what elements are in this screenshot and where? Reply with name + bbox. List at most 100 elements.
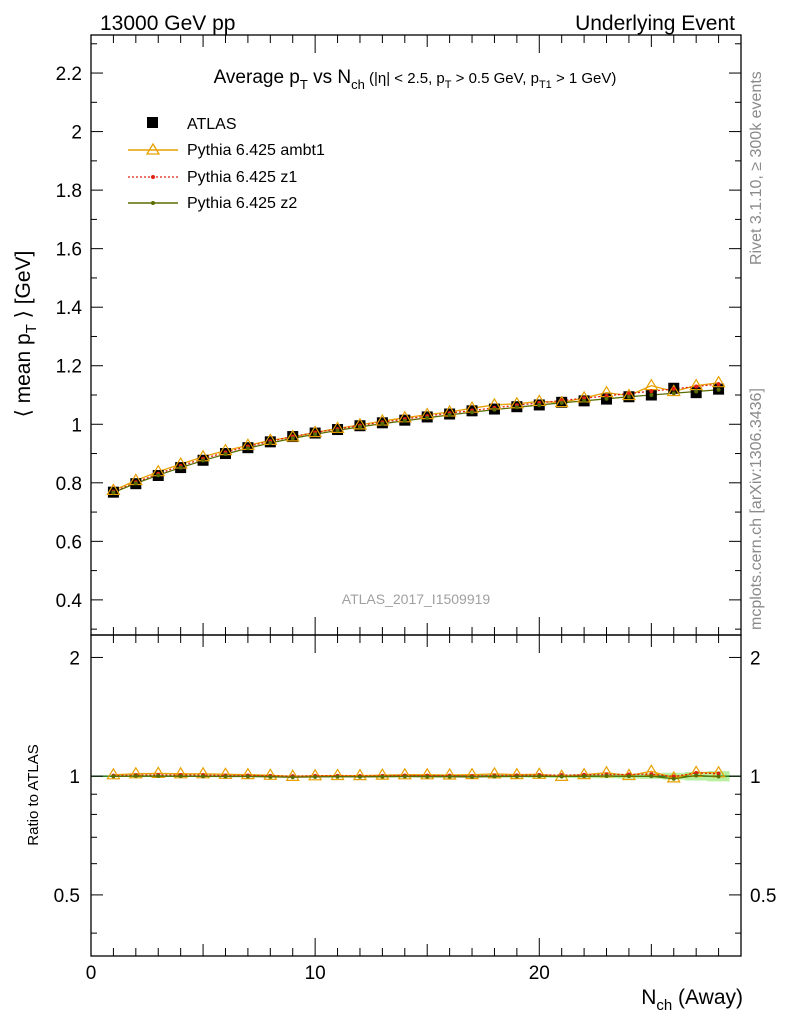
main-point-z1 [716,382,721,387]
ratio-point-z2 [201,774,206,779]
main-point-z2 [223,452,228,457]
main-point-z2 [268,441,273,445]
ratio-point-z2 [402,774,407,779]
ratio-point-ambt1 [375,767,390,780]
x-axis-label: Nch (Away) [641,986,743,1014]
main-point-z2 [492,407,497,412]
main-point-ambt1 [666,384,681,397]
legend-label-atlas: ATLAS [187,116,237,133]
main-y-tick-label: 1.4 [56,298,83,319]
ratio-point-ambt1 [442,767,457,780]
ratio-point-ambt1 [285,769,300,781]
ratio-point-ambt1 [308,768,323,781]
rivet-label: Rivet 3.1.10, ≥ 300k events [748,71,765,265]
ratio-point-z2 [716,774,721,779]
analysis-id: ATLAS_2017_I1509919 [342,591,491,607]
ratio-point-z2 [425,774,430,779]
main-point-z2 [402,418,407,423]
main-point-z2 [470,410,475,415]
main-y-tick-label: 1 [71,415,82,436]
main-line-ambt1 [113,382,719,492]
main-y-tick-label: 0.8 [56,474,82,495]
main-point-z2 [357,424,362,429]
main-point-z2 [649,393,654,397]
main-axes: 0.4 0.6 0.8 1 1.2 1.4 1.6 1.8 2 2.2 [56,35,742,635]
main-y-tick-label: 1.2 [56,357,82,378]
ratio-point-z2 [492,774,497,779]
main-point-z2 [290,436,295,441]
legend-marker-z2 [151,201,155,205]
main-line-z1 [113,383,719,493]
main-point-z2 [313,432,318,437]
header-right: Underlying Event [575,12,735,35]
main-point-z2 [537,402,542,407]
ratio-point-z2 [671,776,676,781]
main-point-z1 [649,389,654,394]
main-point-z2 [671,391,676,396]
mcplots-label: mcplots.cern.ch [arXiv:1306.3436] [748,388,765,630]
ratio-point-z2 [178,774,183,779]
main-point-z1 [694,384,699,389]
ratio-y-tick-label: 1 [69,767,80,788]
ratio-point-z2 [223,774,228,779]
main-y-tick-label: 0.6 [56,532,82,553]
ratio-point-z2 [470,775,475,780]
ratio-point-ambt1 [106,767,121,780]
main-point-z1 [604,393,609,398]
main-point-ambt1 [554,395,569,408]
main-point-z2 [245,446,250,451]
ratio-frame [90,634,742,957]
ratio-line-z1 [113,772,719,778]
ratio-y-tick-label-right: 2 [750,648,761,669]
ratio-point-ambt1 [330,768,345,781]
ratio-point-ambt1 [240,767,255,780]
ratio-panel: 0 10 20 0.5 0.5 1 1 2 2 Ratio to ATLAS Nch (Away… [25,634,776,1014]
legend-label-z1: Pythia 6.425 z1 [187,169,297,186]
ratio-point-z1 [716,771,721,776]
legend-item-z1: Pythia 6.425 z1 [128,169,297,186]
legend-item-z2: Pythia 6.425 z2 [128,195,297,212]
ratio-point-z2 [447,774,452,779]
main-point-z2 [514,405,519,410]
ratio-point-ambt1 [352,768,368,781]
x-tick-label: 20 [529,963,550,984]
ratio-y-tick-label-right: 0.5 [750,886,776,907]
legend-label-z2: Pythia 6.425 z2 [187,195,297,212]
ratio-point-z2 [156,774,161,779]
ratio-y-tick-label-right: 1 [750,767,761,788]
main-point-z2 [201,458,206,463]
main-data-layer [106,375,726,498]
main-point-z2 [694,389,699,394]
main-title: Average pT vs Nch (|η| < 2.5, pT > 0.5 G… [214,67,617,92]
x-tick-label: 10 [305,963,326,984]
main-point-z1 [626,391,631,396]
ratio-point-z2 [694,773,699,778]
main-point-z2 [111,490,116,495]
main-point-z2 [559,400,564,405]
main-point-z2 [716,387,721,392]
x-tick-label: 0 [86,963,97,984]
ratio-point-z2 [559,774,564,779]
ratio-point-ambt1 [509,767,524,780]
legend-label-ambt1: Pythia 6.425 ambt1 [187,142,325,159]
ratio-point-z2 [582,774,587,779]
main-y-tick-label: 0.4 [56,591,83,612]
legend-item-ambt1: Pythia 6.425 ambt1 [128,142,325,159]
main-point-z2 [178,465,183,470]
main-point-ambt1 [621,388,636,401]
ratio-point-z2 [290,775,295,780]
legend-item-atlas: ATLAS [147,116,237,133]
ratio-point-ambt1 [397,767,412,780]
ratio-point-z2 [268,774,273,779]
ratio-point-ambt1 [420,767,435,780]
main-point-z2 [626,394,631,399]
legend-marker-atlas [147,117,158,128]
ratio-point-z2 [111,774,116,779]
ratio-point-ambt1 [532,767,547,779]
main-point-z2 [447,412,452,417]
main-point-ambt1 [711,375,726,388]
ratio-point-z2 [537,774,542,779]
main-y-tick-label: 2.2 [56,64,82,85]
ratio-point-z2 [514,774,519,779]
